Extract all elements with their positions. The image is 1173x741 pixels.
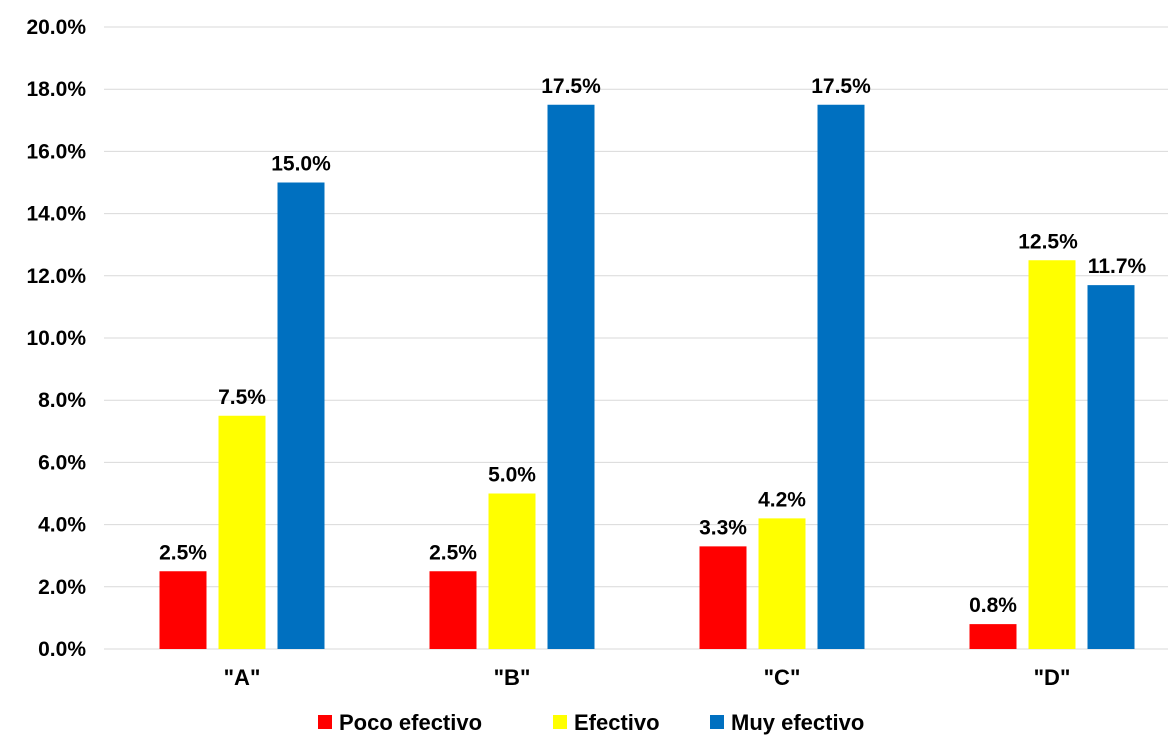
y-axis-tick-labels: 0.0% 2.0% 4.0% 6.0% 8.0% 10.0% 12.0% 14.0% 16.0%… — [26, 16, 86, 661]
legend-swatch-efectivo — [553, 715, 567, 729]
legend-entry: Poco efectivo — [339, 710, 482, 735]
y-tick-label: 18.0% — [26, 78, 86, 101]
y-tick-label: 6.0% — [38, 451, 86, 474]
x-category-label: "B" — [494, 665, 531, 690]
data-label: 4.2% — [758, 488, 806, 511]
y-tick-label: 10.0% — [26, 327, 86, 350]
bar-efectivo-1 — [488, 493, 536, 649]
data-label: 5.0% — [488, 464, 536, 487]
y-tick-label: 0.0% — [38, 638, 86, 661]
bar-muy-efectivo-0 — [277, 182, 325, 649]
data-label: 7.5% — [218, 386, 266, 409]
y-tick-label: 4.0% — [38, 514, 86, 537]
bar-poco-efectivo-0 — [159, 571, 207, 649]
y-tick-label: 16.0% — [26, 140, 86, 163]
data-label: 2.5% — [159, 541, 207, 564]
data-labels: 2.5% 7.5% 15.0% 2.5% 5.0% 17.5% 3.3% 4.2% 17.5% 0… — [159, 75, 1146, 617]
legend-entry: Efectivo — [574, 710, 660, 735]
y-tick-label: 20.0% — [26, 16, 86, 39]
data-label: 11.7% — [1088, 255, 1147, 278]
y-tick-label: 8.0% — [38, 389, 86, 412]
bar-muy-efectivo-2 — [817, 104, 865, 649]
data-label: 15.0% — [271, 153, 331, 176]
bar-poco-efectivo-1 — [429, 571, 477, 649]
data-label: 17.5% — [541, 75, 601, 98]
bar-efectivo-2 — [758, 518, 806, 649]
bar-muy-efectivo-1 — [547, 104, 595, 649]
category-labels: "A" "B" "C" "D" — [224, 665, 1071, 690]
bar-efectivo-0 — [218, 415, 266, 649]
x-category-label: "D" — [1034, 665, 1071, 690]
legend-swatch-poco-efectivo — [318, 715, 332, 729]
bar-poco-efectivo-2 — [699, 546, 747, 649]
x-category-label: "A" — [224, 665, 261, 690]
data-label: 3.3% — [699, 516, 747, 539]
data-label: 17.5% — [811, 75, 871, 98]
legend-swatch-muy-efectivo — [710, 715, 724, 729]
legend: Poco efectivo Efectivo Muy efectivo — [318, 710, 864, 735]
y-tick-label: 2.0% — [38, 576, 86, 599]
data-label: 2.5% — [429, 541, 477, 564]
bars — [159, 104, 1135, 649]
data-label: 12.5% — [1018, 230, 1078, 253]
data-label: 0.8% — [969, 594, 1017, 617]
y-tick-label: 12.0% — [26, 265, 86, 288]
y-tick-label: 14.0% — [26, 203, 86, 226]
bar-efectivo-3 — [1028, 260, 1076, 649]
bar-poco-efectivo-3 — [969, 624, 1017, 649]
x-category-label: "C" — [764, 665, 801, 690]
legend-entry: Muy efectivo — [731, 710, 864, 735]
bar-muy-efectivo-3 — [1087, 285, 1135, 649]
